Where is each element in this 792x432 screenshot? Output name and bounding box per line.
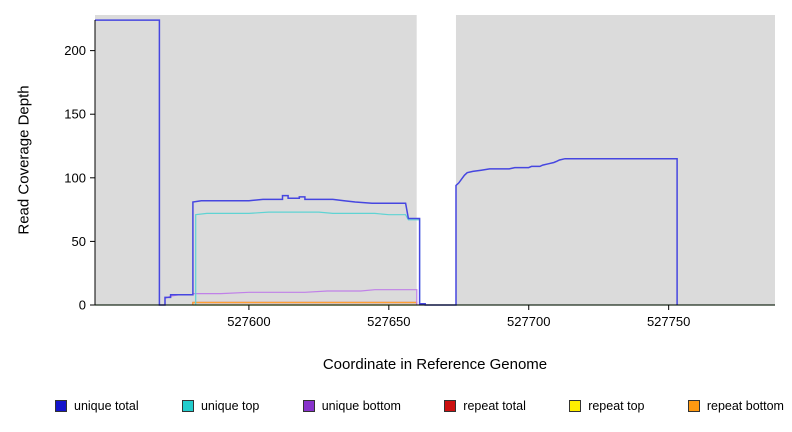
legend-label-repeat-total: repeat total	[463, 399, 526, 413]
y-tick-label: 100	[64, 170, 86, 185]
x-axis-title: Coordinate in Reference Genome	[322, 356, 548, 373]
region-masked-gap	[416, 15, 456, 305]
region-covered-region-right	[455, 15, 775, 305]
region-covered-region-left	[95, 15, 417, 305]
legend-swatch-unique-bottom	[302, 400, 315, 412]
legend-item-unique-top: unique top	[181, 399, 260, 413]
y-tick-label: 50	[72, 234, 86, 249]
y-axis-title: Read Coverage Depth	[15, 85, 33, 235]
x-tick-label: 527700	[507, 314, 550, 329]
legend-item-repeat-top: repeat top	[569, 399, 644, 413]
legend-swatch-unique-top	[181, 400, 194, 412]
legend: unique total unique top unique bottom repea…	[55, 399, 784, 413]
legend-swatch-unique-total	[55, 400, 67, 412]
legend-label-unique-bottom: unique bottom	[321, 399, 401, 413]
legend-swatch-repeat-total	[444, 400, 457, 412]
legend-item-repeat-bottom: repeat bottom	[687, 399, 784, 413]
y-tick-label: 200	[64, 43, 86, 58]
legend-label-unique-top: unique top	[200, 399, 260, 413]
legend-label-unique-total: unique total	[74, 399, 139, 413]
legend-swatch-repeat-top	[569, 400, 582, 412]
x-tick-label: 527750	[647, 314, 690, 329]
y-tick-label: 150	[64, 107, 86, 122]
series-unique-bottom	[164, 289, 418, 305]
legend-swatch-repeat-bottom	[687, 400, 700, 412]
legend-item-unique-bottom: unique bottom	[302, 399, 401, 413]
series-unique-top	[195, 211, 421, 305]
x-tick-label: 527650	[367, 314, 410, 329]
legend-item-repeat-total: repeat total	[444, 399, 526, 413]
series-unique-total	[95, 19, 678, 306]
legend-label-repeat-bottom: repeat bottom	[706, 399, 784, 413]
y-tick-label: 0	[79, 298, 86, 313]
legend-label-repeat-top: repeat top	[588, 399, 645, 413]
x-tick-label: 527600	[227, 314, 270, 329]
legend-item-unique-total: unique total	[55, 399, 139, 413]
